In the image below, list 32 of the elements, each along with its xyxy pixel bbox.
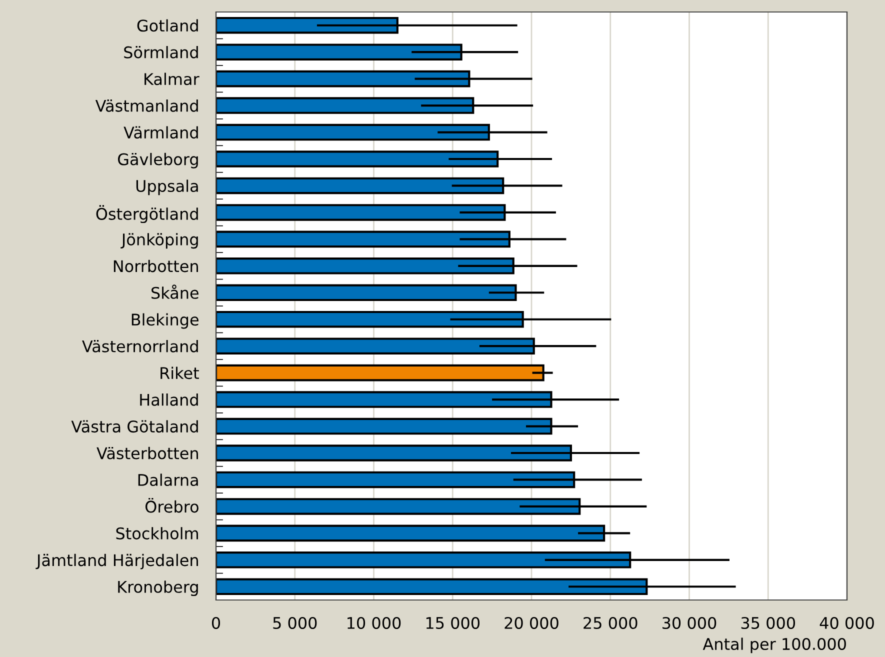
y-tick-label: Västra Götaland [71,420,198,433]
y-tick-label: Västernorrland [82,340,198,352]
y-tick-label: Jämtland Härjedalen [36,554,198,570]
y-tick-label: Västmanland [95,99,198,112]
x-tick-label: 35 000 [741,616,796,630]
y-tick-label: Uppsala [136,180,198,196]
y-tick-label: Östergötland [96,205,198,224]
y-tick-label: Norrbotten [114,260,198,272]
y-tick-label: Gävleborg [118,152,198,168]
y-tick-label: Sörmland [124,46,198,58]
x-tick-label: 30 000 [662,616,716,630]
y-tick-label: Dalarna [138,474,198,486]
y-tick-label: Örebro [146,498,198,513]
y-tick-label: Stockholm [116,527,198,540]
y-tick-label: Jönköping [120,233,198,249]
y-tick-label: Kalmar [144,72,200,86]
y-tick-label: Värmland [124,126,198,139]
y-tick-label: Kronoberg [118,580,198,596]
x-tick-label: 25 000 [584,616,638,630]
x-tick-label: 10 000 [348,616,401,630]
x-axis-title: Antal per 100.000 [702,638,846,654]
y-tick-label: Halland [140,393,198,406]
x-tick-label: 40 000 [820,616,874,630]
y-tick-label: Riket [160,366,199,380]
y-tick-label: Västerbotten [96,446,198,460]
x-tick-label: 15 000 [426,616,480,630]
x-tick-label: 5 000 [273,616,317,630]
x-tick-label: 20 000 [504,616,558,630]
x-tick-label: 0 [212,616,220,630]
y-tick-label: Blekinge [132,313,198,329]
y-tick-label: Gotland [137,19,198,32]
y-tick-label: Skåne [152,284,198,299]
